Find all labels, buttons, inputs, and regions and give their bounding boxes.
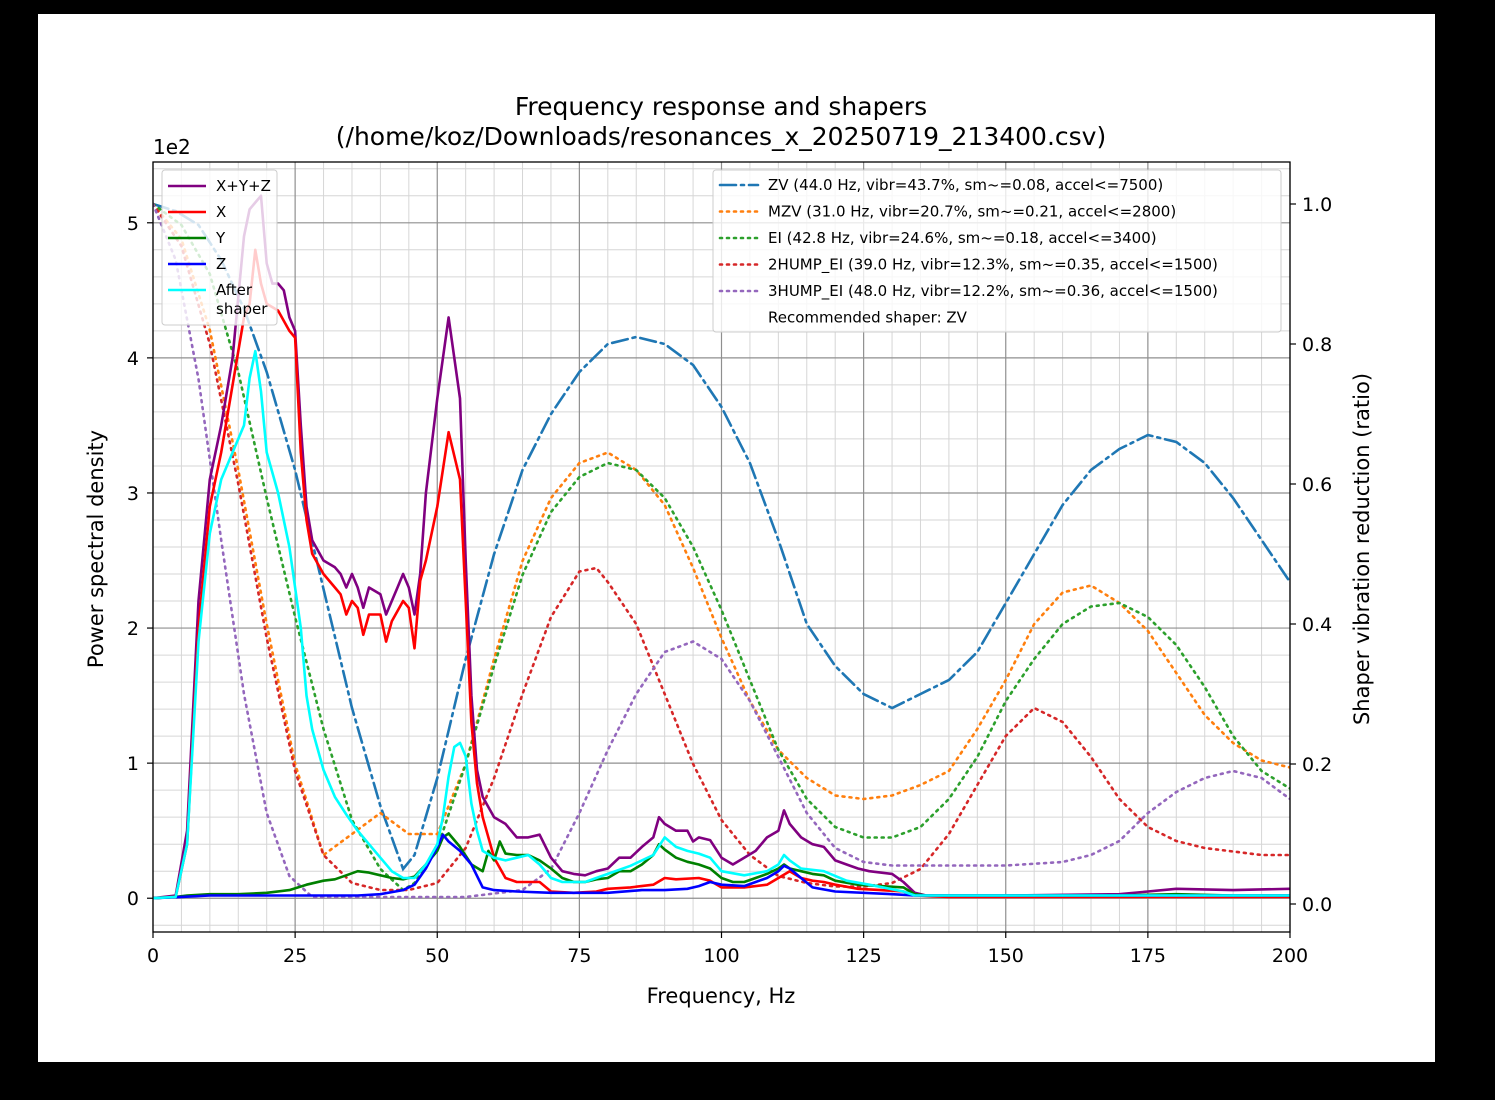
x-tick-label: 175 (1130, 945, 1166, 967)
shaper-line-2 (153, 202, 1290, 892)
shaper-line-4 (153, 202, 1290, 899)
y-tick-label: 0 (127, 888, 139, 910)
recommended-shaper-text: Recommended shaper: ZV (768, 309, 968, 327)
shaper-line-3 (153, 202, 1290, 892)
x-tick-label: 125 (845, 945, 881, 967)
x-tick-label: 0 (147, 945, 159, 967)
legend-shaper-label-3: 2HUMP_EI (39.0 Hz, vibr=12.3%, sm~=0.35,… (768, 256, 1218, 275)
y2-tick-label: 0.4 (1302, 614, 1332, 636)
y2-tick-label: 0.0 (1302, 894, 1332, 916)
y2-axis-ticks: 0.0 0.2 0.4 0.6 0.8 1.0 (1290, 194, 1332, 916)
y-tick-label: 3 (127, 483, 139, 505)
legend-shaper-label-0: ZV (44.0 Hz, vibr=43.7%, sm~=0.08, accel… (768, 176, 1163, 194)
chart-title: Frequency response and shapers (515, 92, 927, 121)
y-axis-ticks: 0 1 2 3 4 5 (127, 213, 153, 910)
x-tick-label: 50 (425, 945, 449, 967)
chart-subtitle: (/home/koz/Downloads/resonances_x_202507… (336, 122, 1106, 151)
psd-line-0 (153, 194, 1290, 900)
legend-psd-label-2: Y (215, 229, 226, 247)
legend-psd-label-4: After (216, 281, 253, 299)
psd-line-4 (153, 349, 1290, 900)
y-tick-label: 5 (127, 213, 139, 235)
legend-psd-label-4: shaper (216, 300, 268, 318)
legend-psd-label-0: X+Y+Z (216, 177, 271, 195)
x-tick-label: 25 (283, 945, 307, 967)
x-axis-label: Frequency, Hz (647, 984, 796, 1008)
y-tick-label: 2 (127, 618, 139, 640)
y-multiplier: 1e2 (153, 135, 191, 159)
y-tick-label: 4 (127, 348, 139, 370)
x-tick-label: 200 (1272, 945, 1308, 967)
y2-tick-label: 0.6 (1302, 474, 1332, 496)
y2-tick-label: 0.8 (1302, 334, 1332, 356)
legend-psd-label-1: X (216, 203, 226, 221)
shaper-line-0 (153, 202, 1290, 872)
shaper-curves (153, 202, 1290, 899)
legend-shaper-label-4: 3HUMP_EI (48.0 Hz, vibr=12.2%, sm~=0.36,… (768, 282, 1218, 301)
x-tick-label: 75 (567, 945, 591, 967)
legend-shapers: ZV (44.0 Hz, vibr=43.7%, sm~=0.08, accel… (712, 169, 1282, 333)
legend-shaper-label-2: EI (42.8 Hz, vibr=24.6%, sm~=0.18, accel… (768, 229, 1157, 247)
y-axis-label: Power spectral density (84, 430, 108, 668)
y2-tick-label: 1.0 (1302, 194, 1332, 216)
legend-psd-label-3: Z (216, 255, 226, 273)
legend-shaper-label-1: MZV (31.0 Hz, vibr=20.7%, sm~=0.21, acce… (768, 203, 1176, 221)
legend-shapers-box (712, 169, 1282, 333)
x-tick-label: 100 (703, 945, 739, 967)
y-tick-label: 1 (127, 753, 139, 775)
shaper-line-1 (153, 202, 1290, 858)
x-axis-ticks: 0 25 50 75 100 125 150 175 200 (147, 932, 1308, 967)
x-tick-label: 150 (988, 945, 1024, 967)
y2-tick-label: 0.2 (1302, 754, 1332, 776)
psd-line-3 (153, 833, 1290, 900)
y2-axis-label: Shaper vibration reduction (ratio) (1350, 373, 1374, 725)
legend-psd-box (161, 169, 278, 326)
